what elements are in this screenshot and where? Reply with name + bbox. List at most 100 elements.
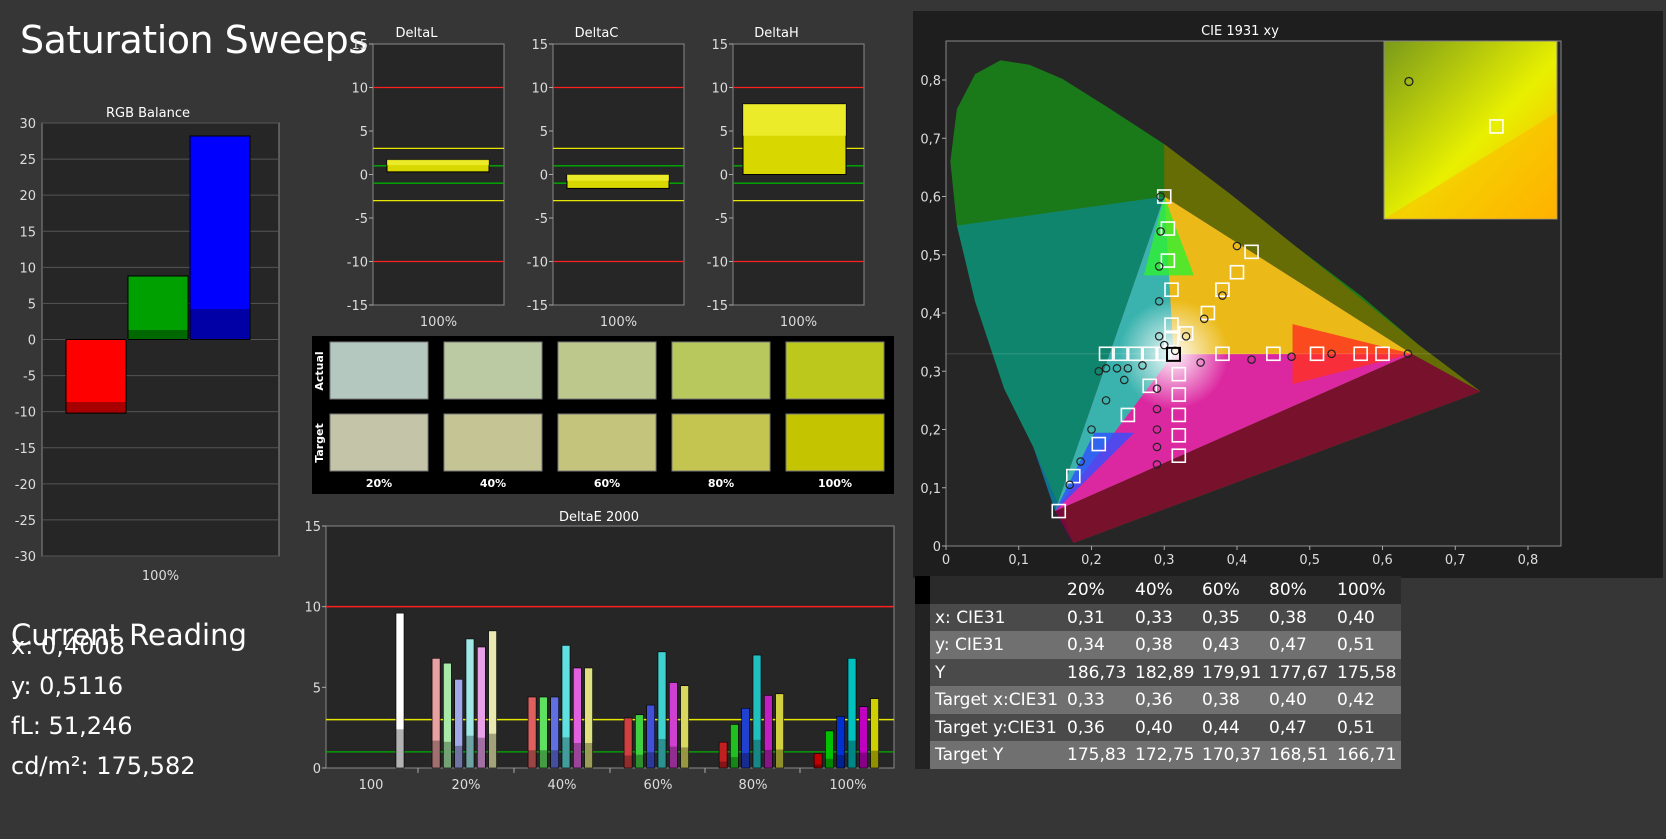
- cie-gamut-yellow: [1164, 196, 1412, 355]
- current-reading-luminance: cd/m²: 175,582: [11, 752, 196, 780]
- swatch-target: [443, 413, 543, 472]
- delta-c-bar-highlight: [567, 174, 669, 181]
- de-bar: [646, 704, 656, 769]
- de-bar: [395, 612, 405, 769]
- de-bar-shade: [443, 741, 452, 768]
- cie-measured-point: [1119, 375, 1129, 385]
- table-cell: 0,36: [1067, 717, 1105, 738]
- cie-clip-group: [946, 60, 1561, 544]
- swatch-label: 40%: [480, 477, 506, 490]
- cie-target-square: [1098, 346, 1114, 362]
- cie-target-square: [1142, 378, 1157, 394]
- de-bar-shade: [624, 755, 633, 768]
- row-marker: [915, 576, 930, 604]
- cie-target-square: [1127, 346, 1143, 362]
- cie-x-tick: 0,1: [1008, 553, 1029, 568]
- table-cell: 0,47: [1269, 635, 1307, 655]
- de-bar-shade: [680, 747, 689, 768]
- cie-x-tick: 0,4: [1227, 553, 1248, 568]
- delta-c-y-tick: 15: [531, 38, 548, 53]
- table-cell: 0,38: [1135, 635, 1173, 655]
- table-cell: 0,43: [1202, 635, 1240, 655]
- delta-l-y-tick: -15: [347, 299, 368, 314]
- swatch-actual: [557, 341, 657, 400]
- row-marker: [915, 686, 930, 714]
- de-bar: [825, 730, 834, 769]
- de-bar: [847, 657, 857, 769]
- de-plot-area: [325, 525, 895, 769]
- delta-h-bar-highlight: [743, 104, 846, 136]
- swatch-row-label-actual: Actual: [313, 351, 326, 390]
- cie-locus-yellow: [1164, 144, 1481, 392]
- cie-chart: CIE 1931 xy 0 0,1 0,2 0,3 0,4 0,5 0,6 0,7 0,8 0 0,…: [913, 11, 1663, 578]
- table-cell: 168,51: [1269, 745, 1329, 765]
- cie-white-target: [1165, 346, 1181, 362]
- cie-measured-point: [1181, 331, 1191, 341]
- delta-l-bar-highlight: [387, 159, 489, 166]
- cie-measured-point: [1154, 297, 1164, 306]
- cie-measured-point: [1287, 352, 1296, 361]
- rgb-y-tick: 5: [28, 297, 36, 312]
- de-bar: [775, 693, 784, 769]
- table-cell: 0,38: [1202, 690, 1240, 710]
- delta-e-chart: DeltaE 2000 15 10 5 0 100 20% 40% 60% 80% 100%: [304, 510, 895, 793]
- swatch-label: 20%: [366, 477, 392, 490]
- delta-c-title: DeltaC: [575, 26, 619, 41]
- cie-x-tick: 0,3: [1154, 553, 1175, 568]
- rgb-bar-shade: [128, 329, 188, 340]
- cie-target-square: [1215, 346, 1230, 362]
- cie-target-square: [1171, 448, 1187, 464]
- cie-target-square: [1309, 346, 1325, 362]
- delta-h-y-tick: -5: [715, 212, 728, 227]
- cie-target-square: [1160, 253, 1176, 268]
- current-reading-heading: Current Reading: [11, 618, 247, 652]
- table-cell: 0,51: [1337, 635, 1375, 655]
- de-bar-shade: [396, 729, 404, 768]
- cie-gamut-blue: [1055, 432, 1135, 512]
- delta-h-y-tick: 0: [720, 169, 728, 184]
- page-title: Saturation Sweeps: [20, 18, 368, 62]
- cie-target-square: [1215, 282, 1230, 298]
- delta-h-y-tick: 15: [711, 38, 728, 53]
- de-bar-shade: [528, 750, 537, 768]
- cie-measured-point: [1403, 349, 1413, 359]
- de-bar: [836, 716, 846, 769]
- cie-measured-point: [1159, 340, 1169, 350]
- cie-y-tick: 0,6: [920, 191, 941, 206]
- de-bar-shade: [658, 738, 666, 768]
- cie-target-square: [1051, 503, 1067, 519]
- swatch-label: 100%: [818, 477, 852, 490]
- table-cell: 0,40: [1269, 690, 1307, 710]
- rgb-y-tick: -30: [15, 550, 36, 565]
- rgb-balance-chart: RGB Balance 30 25 20 15 10 5 0 -5 -10 -15 -20 -25 -3…: [15, 106, 280, 584]
- rgb-bar: [65, 339, 127, 414]
- swatch-panel: Actual Target 20% 40% 60% 80% 100%: [312, 336, 894, 494]
- de-bar-shade: [669, 746, 678, 768]
- rgb-y-tick: -5: [23, 370, 36, 385]
- table-cell: 0,47: [1269, 717, 1307, 738]
- de-bar-shade: [454, 745, 463, 768]
- de-bar: [454, 678, 463, 769]
- cie-target-square: [1160, 221, 1176, 236]
- swatch-actual: [443, 341, 543, 400]
- table-cell: 179,91: [1202, 662, 1262, 683]
- table-cell: 175,83: [1067, 745, 1127, 765]
- table-col-header: 60%: [1202, 580, 1240, 600]
- cie-y-tick: 0,5: [920, 249, 941, 264]
- cie-target-square: [1229, 264, 1245, 280]
- de-bar-shade: [466, 735, 474, 768]
- delta-h-y-tick: -10: [707, 256, 728, 271]
- cie-y-tick: 0,3: [920, 365, 941, 380]
- de-x-tick: 80%: [739, 778, 768, 793]
- cie-locus-cyan: [956, 196, 1165, 512]
- cie-target-square: [1353, 346, 1368, 362]
- de-bar: [623, 717, 633, 769]
- cie-measured-point: [1218, 291, 1227, 300]
- rgb-y-tick: -15: [15, 442, 36, 457]
- cie-title: CIE 1931 xy: [1201, 24, 1279, 39]
- de-bar-shade: [775, 749, 784, 768]
- cie-x-tick: 0,2: [1081, 553, 1102, 568]
- rgb-y-tick: 30: [19, 117, 36, 132]
- table-cell: 0,44: [1202, 717, 1240, 738]
- cie-y-tick: 0,1: [920, 482, 941, 497]
